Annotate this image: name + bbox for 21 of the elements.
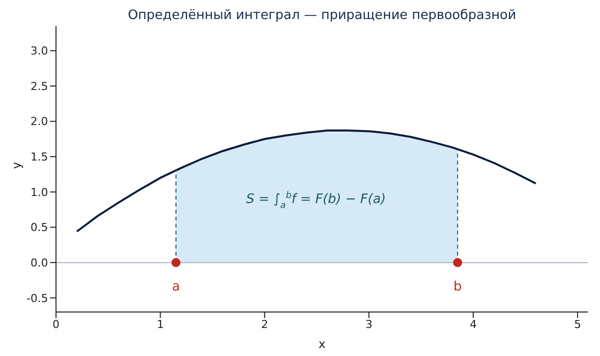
chart-title: Определённый интеграл — приращение первообразной: [126, 8, 518, 23]
annotation: S = ∫$_{a}$$^{b}$f = F(b) − F(a): [246, 191, 386, 211]
x-tick-label: 4: [470, 318, 477, 331]
y-tick-label: 0.0: [30, 256, 48, 270]
line-series: [76, 130, 537, 232]
x-tick-label: 5: [574, 318, 582, 331]
y-tick-label: 2.0: [30, 115, 48, 128]
x-tick-label: 2: [261, 318, 268, 331]
x-tick-label: 3: [365, 318, 372, 331]
x-axis-title: x: [318, 337, 326, 351]
data-label: a: [172, 279, 180, 294]
x-tick-label: 1: [156, 318, 164, 331]
y-tick-label: 1.0: [30, 186, 48, 199]
y-tick-label: -0.5: [26, 292, 48, 305]
y-tick-label: 2.5: [30, 80, 48, 93]
y-axis-title: y: [9, 162, 24, 169]
y-tick-label: 0.5: [30, 221, 48, 234]
y-tick-label: 3.0: [30, 44, 48, 58]
x-tick-label: 0: [52, 318, 60, 331]
data-label: b: [453, 279, 462, 294]
y-tick-label: 1.5: [30, 150, 48, 164]
